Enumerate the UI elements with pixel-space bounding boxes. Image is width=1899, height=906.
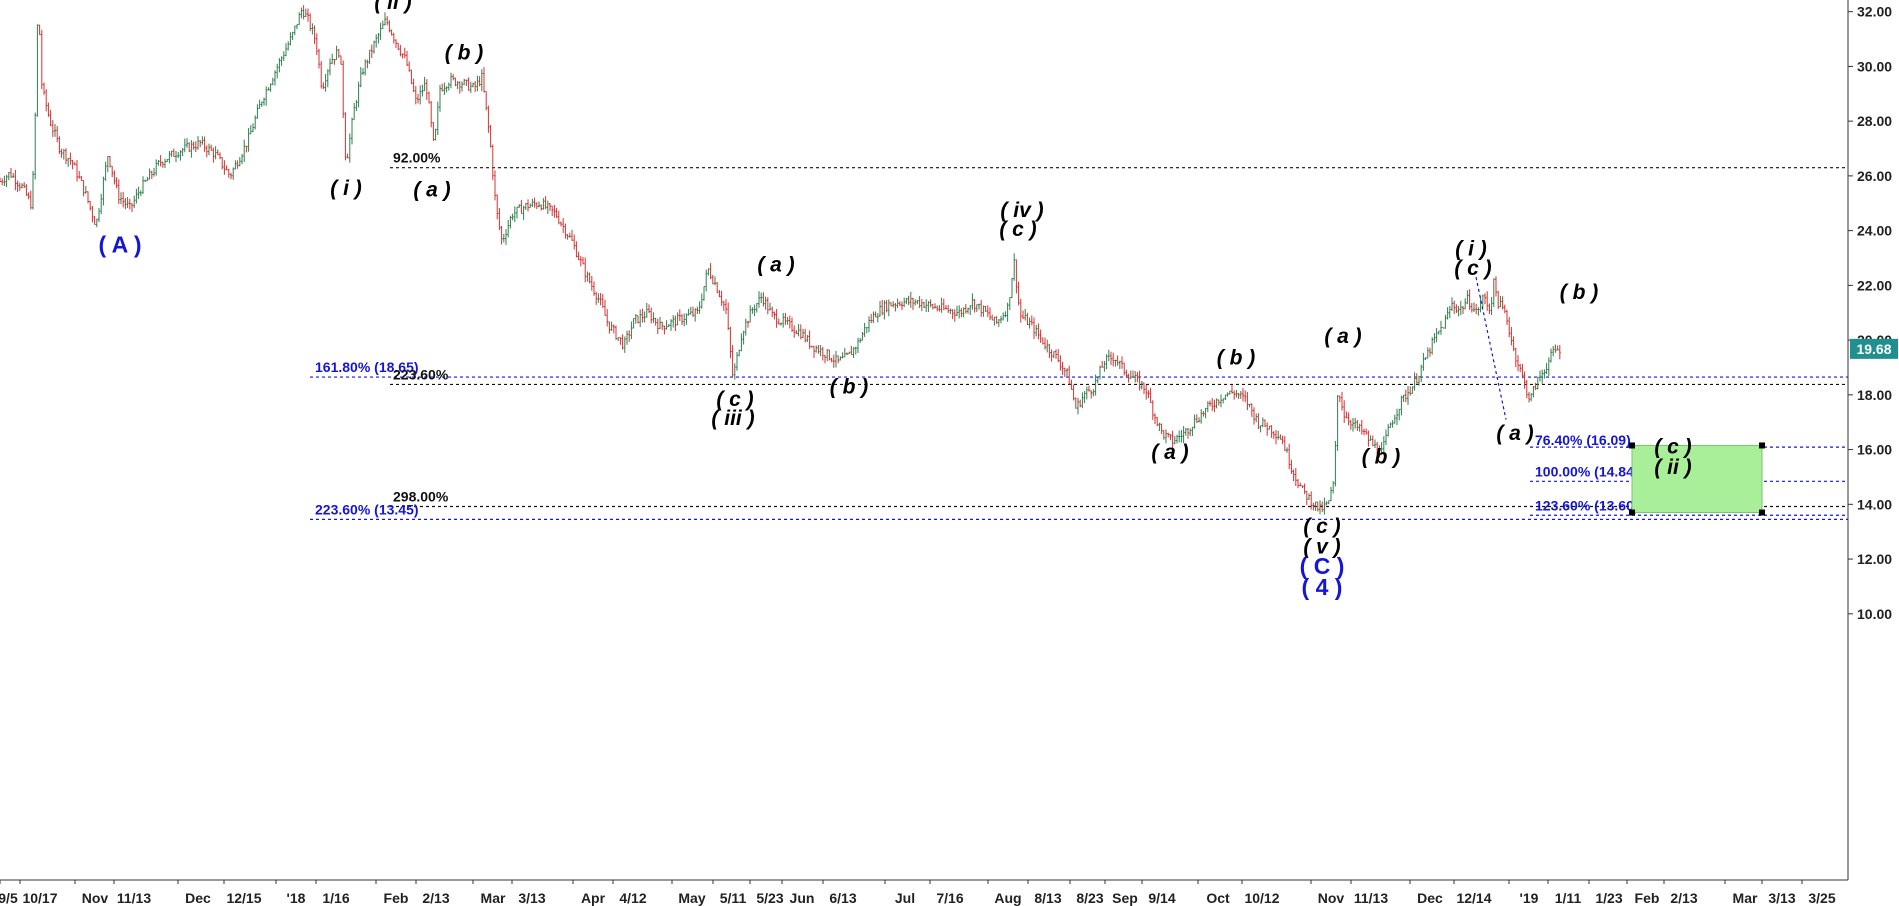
x-tick-label: Feb [1635,890,1660,906]
x-tick-label: 6/13 [829,890,856,906]
y-tick-label: 28.00 [1857,113,1892,129]
x-tick-label: Nov [1318,890,1345,906]
wave-label: ( a ) [1151,441,1188,464]
level-label: 92.00% [393,150,441,166]
y-tick-label: 26.00 [1857,168,1892,184]
x-tick-label: 10/17 [22,890,57,906]
x-tick-label: Feb [384,890,409,906]
y-tick-label: 32.00 [1857,4,1892,20]
wave-label: ( b ) [830,375,868,398]
x-tick-label: 2/13 [1670,890,1697,906]
x-tick-label: 10/12 [1244,890,1279,906]
level-label: 76.40% (16.09) [1535,432,1631,448]
last-price-label: 19.68 [1856,341,1891,357]
y-tick-label: 24.00 [1857,223,1892,239]
last-price-tag: 19.68 [1850,338,1898,359]
box-handle [1629,509,1635,516]
wave-label: ( i ) [330,177,362,200]
wave-label: ( C ) [1300,553,1345,579]
wave-label: ( v ) [1303,536,1340,559]
level-label: 161.80% (18.65) [315,359,419,375]
x-tick-label: 4/12 [619,890,646,906]
x-tick-label: 12/14 [1456,890,1491,906]
wave-label: ( c ) [1303,515,1340,538]
trend-line [1475,277,1507,420]
y-tick-label: 12.00 [1857,551,1892,567]
x-tick-label: Sep [1112,890,1138,906]
x-tick-label: Nov [82,890,109,906]
x-tick-label: 3/13 [518,890,545,906]
x-tick-label: Jul [895,890,915,906]
box-handle [1629,442,1635,449]
wave-label: ( A ) [98,232,141,258]
wave-label: ( a ) [1496,422,1533,445]
x-tick-label: 1/16 [322,890,349,906]
x-tick-label: Aug [994,890,1021,906]
wave-label: ( ii ) [374,0,411,14]
y-tick-label: 14.00 [1857,496,1892,512]
x-tick-label: Oct [1206,890,1230,906]
wave-labels: ( 3 )( C )5( A )( B )( ii )( b )( i )( a… [98,0,1691,600]
y-axis: 10.0012.0014.0016.0018.0020.0022.0024.00… [1847,0,1892,880]
level-label: 223.60% (13.45) [315,501,419,517]
wave-label: ( b ) [1217,347,1255,370]
x-tick-label: Mar [1733,890,1758,906]
x-tick-label: Dec [185,890,211,906]
wave-label: ( iii ) [711,407,754,430]
wave-label: ( a ) [1324,325,1361,348]
x-tick-label: '19 [1520,890,1539,906]
x-tick-label: 3/25 [1808,890,1835,906]
wave-label: ( a ) [757,254,794,277]
target-box [1631,444,1763,514]
wave-label: ( iv ) [1000,199,1043,222]
box-handle [1759,509,1765,516]
wave-label: ( c ) [1654,436,1691,459]
y-tick-label: 10.00 [1857,606,1892,622]
level-label: 298.00% [393,489,449,505]
x-axis: 9/5 10/17 Nov 11/13 Dec 12/15 '18 1/16 Feb 2/13 Ma… [0,879,1848,906]
wave-label: ( a ) [413,178,450,201]
x-tick-label: 11/13 [117,890,151,906]
x-tick-label: 1/23 [1595,890,1622,906]
x-tick-label: 9/14 [1148,890,1175,906]
x-tick-label: 1/11 [1555,890,1582,906]
x-tick-label: 11/13 [1354,890,1388,906]
y-tick-label: 22.00 [1857,277,1892,293]
x-tick-label: '18 [287,890,306,906]
wave-label: ( b ) [445,42,483,65]
x-tick-label: 7/16 [936,890,963,906]
level-label: 223.60% [393,366,449,382]
wave-label: ( b ) [1362,445,1400,468]
wave-label: ( ii ) [1654,456,1691,479]
x-tick-label: 8/13 [1034,890,1061,906]
x-tick-label: Jun [790,890,815,906]
wave-label: ( c ) [999,218,1036,241]
x-tick-label: 3/13 [1768,890,1795,906]
target-zone [1629,442,1765,516]
y-tick-label: 16.00 [1857,442,1892,458]
fibonacci-levels: 92.00% 161.80% (18.65)223.60% 298.00%223.6… [310,150,1848,520]
price-series [0,5,1561,515]
box-handle [1759,442,1765,449]
x-tick-label: 2/13 [422,890,449,906]
y-tick-label: 30.00 [1857,58,1892,74]
x-tick-label: May [678,890,705,906]
x-tick-label: Dec [1417,890,1443,906]
y-tick-label: 18.00 [1857,387,1892,403]
x-tick-label: 5/23 [756,890,783,906]
wave-label: ( c ) [1454,257,1491,280]
wave-label: ( c ) [716,388,753,411]
wave-label: ( i ) [1455,237,1487,260]
x-tick-label: 12/15 [226,890,261,906]
wave-label: ( 4 ) [1302,574,1343,600]
x-tick-label: Apr [581,890,606,906]
wave-label: ( b ) [1560,281,1598,304]
x-tick-label: 5/11 [720,890,747,906]
x-tick-label: 8/23 [1076,890,1103,906]
x-tick-label: 9/5 [0,890,18,906]
level-label: 123.60% (13.60) [1535,497,1639,513]
x-tick-label: Mar [481,890,506,906]
level-label: 100.00% (14.84) [1535,463,1639,479]
